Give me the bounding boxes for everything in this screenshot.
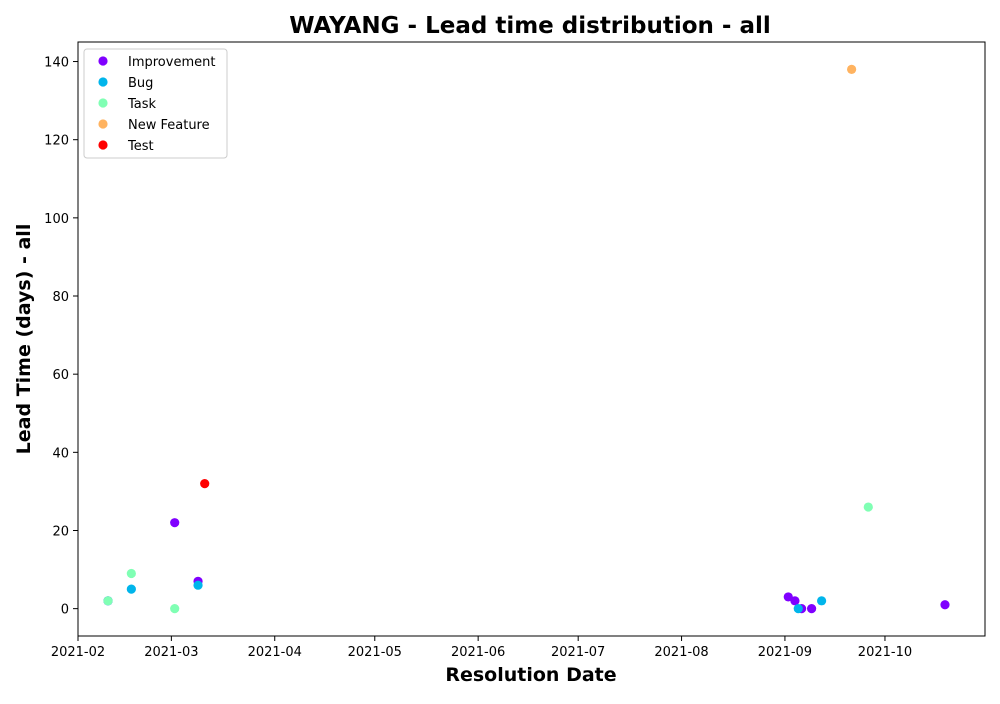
y-tick-label: 120: [44, 134, 69, 149]
x-axis-label: Resolution Date: [445, 664, 616, 686]
x-tick-label: 2021-03: [144, 645, 198, 660]
data-point-bug: [126, 584, 136, 594]
x-tick-label: 2021-02: [51, 645, 105, 660]
data-points: [103, 64, 950, 614]
data-point-task: [170, 604, 180, 614]
y-tick-label: 80: [52, 290, 69, 305]
x-tick-label: 2021-05: [348, 645, 402, 660]
data-point-task: [103, 596, 113, 606]
legend-label: Task: [127, 97, 157, 112]
y-axis-label: Lead Time (days) - all: [13, 224, 35, 455]
legend-label: Improvement: [128, 55, 215, 70]
legend: Improvement Bug Task New Feature Test: [83, 48, 228, 159]
plot-area-frame: [77, 41, 986, 637]
data-point-improvement: [783, 592, 793, 602]
x-tick-label: 2021-10: [858, 645, 912, 660]
y-tick-label: 20: [52, 524, 69, 539]
y-tick-label: 0: [61, 603, 69, 618]
x-tick-label: 2021-08: [654, 645, 708, 660]
y-tick-label: 60: [52, 368, 69, 383]
data-point-task: [126, 568, 136, 579]
legend-label: New Feature: [128, 118, 210, 133]
data-point-bug: [793, 604, 803, 614]
x-tick-label: 2021-07: [551, 645, 605, 660]
y-tick-label: 100: [44, 212, 69, 227]
chart-title: WAYANG - Lead time distribution - all: [289, 13, 771, 39]
x-tick-label: 2021-06: [451, 645, 505, 660]
legend-marker: [98, 119, 108, 129]
data-point-test: [200, 478, 210, 489]
data-point-bug: [193, 580, 203, 590]
legend-box: [83, 48, 228, 159]
y-tick-label: 140: [44, 56, 69, 71]
x-axis-ticks: 2021-02 2021-03 2021-04 2021-05 2021-06 2021-…: [51, 636, 912, 660]
data-point-bug: [817, 596, 827, 606]
legend-marker: [98, 98, 108, 108]
data-point-improvement: [790, 596, 800, 606]
data-point-new-feature: [847, 64, 857, 74]
legend-label: Bug: [128, 76, 153, 91]
legend-marker: [98, 77, 108, 87]
legend-marker: [98, 140, 108, 150]
data-point-improvement: [170, 518, 180, 528]
data-point-improvement: [940, 600, 950, 610]
x-tick-label: 2021-04: [248, 645, 302, 660]
legend-label: Test: [127, 139, 154, 154]
x-tick-label: 2021-09: [758, 645, 812, 660]
data-point-task: [863, 502, 873, 512]
legend-marker: [98, 56, 108, 66]
data-point-improvement: [807, 604, 817, 614]
y-tick-label: 40: [52, 446, 69, 461]
y-axis-ticks: 0 20 40 60 80 100 120 140: [44, 56, 78, 618]
